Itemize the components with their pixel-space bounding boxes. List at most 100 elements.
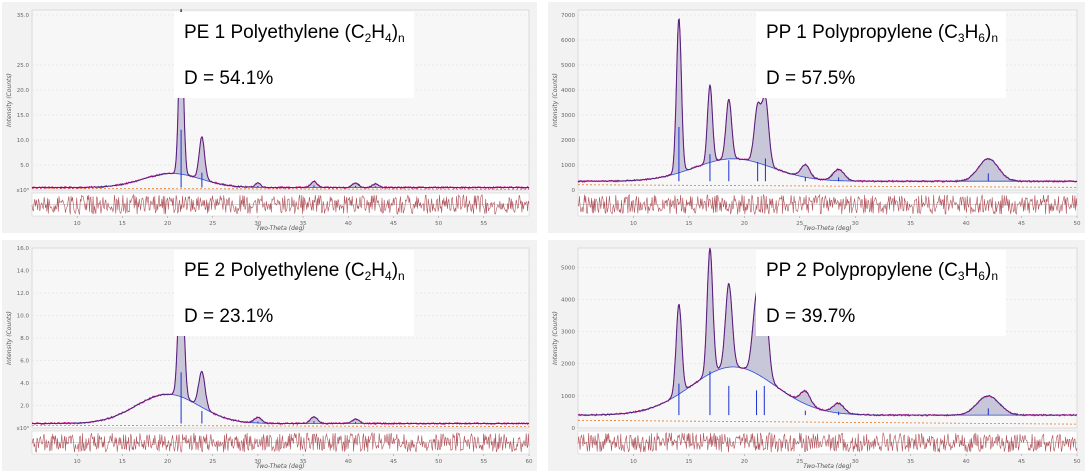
amorphous-baseline-line — [577, 419, 1078, 425]
y-tick-label: 16.0 — [17, 246, 30, 252]
x-tick-label: 40 — [345, 459, 352, 465]
x-tick-label: 50 — [435, 221, 442, 227]
x-axis-title: Two-Theta (deg) — [803, 225, 852, 232]
x-tick-label: 15 — [685, 459, 692, 465]
calculated-pattern-line — [578, 248, 1077, 416]
x-tick-label: 25 — [209, 459, 216, 465]
y-tick-label: 25.0 — [17, 63, 30, 69]
label-box-pe1: PE 1 Polyethylene (C2H4)n D = 54.1% — [174, 12, 414, 98]
y-tick-label: 4.0 — [20, 381, 29, 387]
y-tick-label: 7000 — [561, 13, 575, 19]
x-tick-label: 20 — [164, 221, 171, 227]
calculated-pattern-line — [578, 17, 1077, 182]
crystallinity-label-pe1: D = 54.1% — [184, 68, 274, 89]
x-tick-label: 40 — [345, 221, 352, 227]
x-tick-label: 30 — [254, 221, 261, 227]
x-tick-label: 20 — [741, 221, 748, 227]
y-tick-label: 35.0 — [17, 13, 30, 19]
y-tick-label: 0 — [572, 426, 576, 432]
x-tick-label: 10 — [74, 221, 81, 227]
x-tick-label: 50 — [435, 459, 442, 465]
y-tick-label: 1000 — [561, 163, 575, 169]
x-axis-title: Two-Theta (deg) — [803, 463, 852, 470]
y-tick-label: 2000 — [561, 138, 575, 144]
y-tick-label: 1000 — [561, 394, 575, 400]
label-box-pp1: PP 1 Polypropylene (C3H6)n D = 57.5% — [756, 12, 1006, 98]
crystallinity-label-pp2: D = 39.7% — [766, 306, 856, 327]
x-tick-label: 40 — [963, 221, 970, 227]
x-tick-label: 45 — [1018, 459, 1025, 465]
x-axis-title: Two-Theta (deg) — [256, 463, 305, 470]
x-tick-label: 20 — [164, 459, 171, 465]
x-tick-label: 45 — [390, 459, 397, 465]
y-tick-label: 2000 — [561, 362, 575, 368]
y-tick-label: 20.0 — [17, 88, 30, 94]
y-tick-label: x10³ — [17, 187, 29, 194]
label-box-pe2: PE 2 Polyethylene (C2H4)n D = 23.1% — [174, 250, 414, 336]
chart-title-pp1: PP 1 Polypropylene (C3H6)n — [766, 22, 998, 45]
x-tick-label: 35 — [907, 459, 914, 465]
x-tick-label: 30 — [852, 221, 859, 227]
y-tick-label: 5.0 — [20, 163, 29, 169]
x-tick-label: 35 — [907, 221, 914, 227]
x-tick-label: 20 — [741, 459, 748, 465]
x-tick-label: 30 — [852, 459, 859, 465]
x-tick-label: 50 — [1074, 221, 1081, 227]
y-tick-label: 6.0 — [20, 359, 29, 365]
chart-title-pp2: PP 2 Polypropylene (C3H6)n — [766, 260, 998, 283]
x-tick-label: 10 — [630, 459, 637, 465]
difference-curve — [31, 193, 530, 215]
x-tick-label: 25 — [209, 221, 216, 227]
y-tick-label: 12.0 — [17, 291, 30, 297]
x-tick-label: 25 — [796, 459, 803, 465]
chart-title-pe1: PE 1 Polyethylene (C2H4)n — [184, 22, 405, 45]
x-tick-label: 15 — [119, 459, 126, 465]
calculated-pattern-line — [32, 9, 529, 188]
y-tick-label: 8.0 — [20, 336, 29, 342]
chart-panel-pe1: 35.0 25.0 20.0 15.0 10.0 5.0 x10³ 10 15 20 25 30 35 4… — [2, 2, 537, 233]
y-axis-title: Intensity (Counts) — [6, 311, 13, 365]
y-tick-label: 10.0 — [17, 314, 30, 320]
difference-curve — [31, 431, 530, 453]
y-axis-title: Intensity (Counts) — [6, 73, 13, 127]
peak-fill-area — [578, 19, 1077, 182]
y-tick-label: 15.0 — [17, 113, 30, 119]
x-tick-label: 45 — [1018, 221, 1025, 227]
crystallinity-label-pp1: D = 57.5% — [766, 68, 856, 89]
x-tick-label: 55 — [480, 221, 487, 227]
amorphous-baseline-line — [31, 188, 530, 190]
amorphous-baseline-line — [577, 184, 1078, 188]
x-tick-label: 40 — [963, 459, 970, 465]
x-tick-label: 25 — [796, 221, 803, 227]
crystallinity-label-pe2: D = 23.1% — [184, 306, 274, 327]
chart-title-pe2: PE 2 Polyethylene (C2H4)n — [184, 260, 405, 283]
label-box-pp2: PP 2 Polypropylene (C3H6)n D = 39.7% — [756, 250, 1006, 336]
x-tick-label: 50 — [1074, 459, 1081, 465]
x-tick-label: 10 — [74, 459, 81, 465]
y-tick-label: 4000 — [561, 88, 575, 94]
difference-curve — [577, 431, 1078, 453]
y-tick-label: 3000 — [561, 113, 575, 119]
y-tick-label: 4000 — [561, 297, 575, 303]
y-axis-title: Intensity (Counts) — [552, 311, 559, 365]
chart-panel-pp1: 7000 6000 5000 4000 3000 2000 1000 0 10 15 20 25 30 3… — [548, 2, 1085, 233]
x-axis-title: Two-Theta (deg) — [256, 225, 305, 232]
x-tick-label: 45 — [390, 221, 397, 227]
y-axis-title: Intensity (Counts) — [552, 73, 559, 127]
y-tick-label: 3000 — [561, 330, 575, 336]
chart-panel-pe2: 16.0 14.0 12.0 10.0 8.0 6.0 4.0 2.0 x10³ 10 15 20 25… — [2, 240, 537, 471]
y-tick-label: 5000 — [561, 63, 575, 69]
y-tick-label: 10.0 — [17, 138, 30, 144]
peak-fill-area — [578, 248, 1077, 416]
y-tick-label: 6000 — [561, 38, 575, 44]
y-tick-label: 2.0 — [20, 404, 29, 410]
y-tick-label: 14.0 — [17, 269, 30, 275]
x-tick-label: 55 — [480, 459, 487, 465]
x-tick-label: 30 — [254, 459, 261, 465]
x-tick-label: 60 — [526, 459, 533, 465]
x-tick-label: 15 — [119, 221, 126, 227]
x-tick-label: 15 — [685, 221, 692, 227]
y-tick-label: 0 — [572, 188, 576, 194]
x-tick-label: 35 — [300, 459, 307, 465]
